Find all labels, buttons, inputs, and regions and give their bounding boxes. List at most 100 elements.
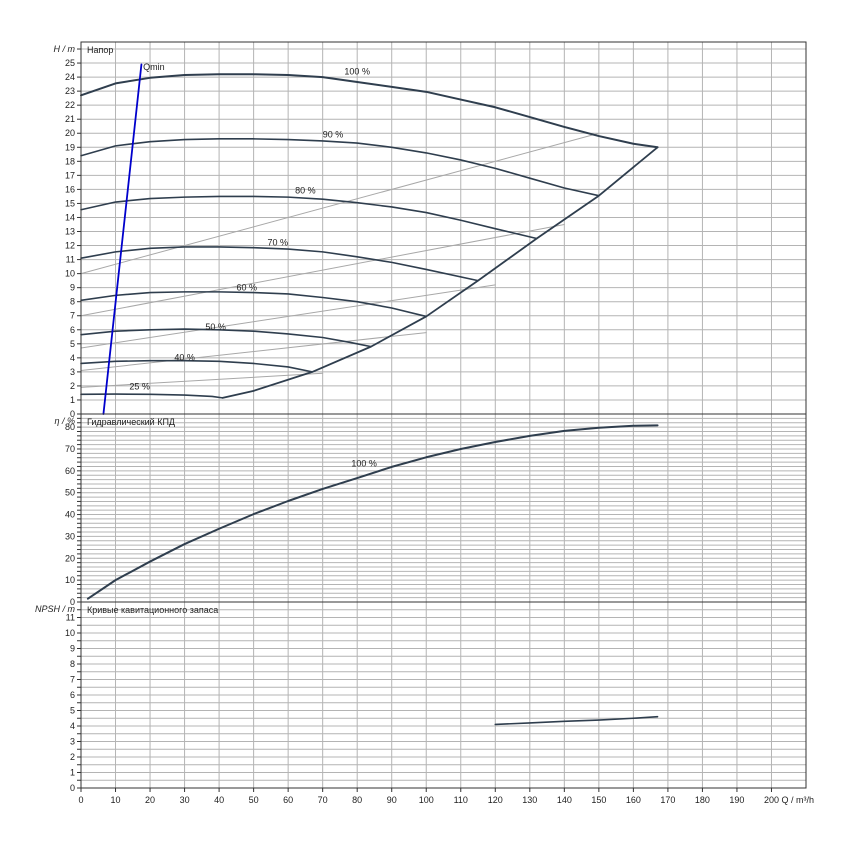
- head-series-line: [80, 246, 479, 282]
- npsh-y-axis-label: NPSH / m: [35, 604, 76, 614]
- head-y-tick-label: 1: [70, 395, 75, 405]
- x-tick-label: 0: [78, 795, 83, 805]
- head-series-label: 90 %: [323, 129, 344, 139]
- head-y-tick-label: 5: [70, 339, 75, 349]
- head-efficiency-guide-line: [80, 223, 565, 317]
- head-y-tick-label: 23: [65, 86, 75, 96]
- panel-frames: [80, 41, 807, 789]
- head-efficiency-guide-line: [80, 284, 496, 349]
- npsh-y-tick-label: 11: [66, 613, 75, 623]
- head-y-tick-label: 14: [65, 212, 75, 222]
- head-series-line: [80, 328, 372, 348]
- efficiency-y-axis-label: η / %: [54, 416, 75, 426]
- head-series-label: 100 %: [344, 66, 370, 76]
- head-y-tick-label: 18: [65, 156, 75, 166]
- head-series-line: [80, 291, 428, 318]
- head-series-line: [80, 73, 659, 149]
- x-tick-label: 30: [180, 795, 190, 805]
- head-y-tick-label: 17: [65, 170, 75, 180]
- head-y-tick-label: 24: [65, 72, 75, 82]
- efficiency-panel-frame: [80, 413, 807, 603]
- npsh-y-tick-label: 6: [70, 690, 75, 700]
- head-y-tick-label: 4: [70, 353, 75, 363]
- head-panel-title: Напор: [87, 45, 113, 55]
- x-tick-label: 180: [695, 795, 710, 805]
- efficiency-y-tick-label: 70: [65, 444, 75, 454]
- head-y-tick-label: 6: [70, 325, 75, 335]
- head-series-line: [80, 195, 538, 240]
- x-tick-label: 80: [352, 795, 362, 805]
- efficiency-panel-title: Гидравлический КПД: [87, 417, 175, 427]
- efficiency-y-tick-label: 0: [70, 597, 75, 607]
- efficiency-y-tick-label: 20: [65, 553, 75, 563]
- head-series-label: Qmin: [143, 62, 165, 72]
- npsh-y-tick-label: 4: [70, 721, 75, 731]
- head-efficiency-guide-line: [80, 332, 427, 371]
- x-tick-label: 140: [557, 795, 572, 805]
- head-series-label: 70 %: [268, 238, 289, 248]
- head-operating-limit-line: [221, 146, 659, 399]
- head-series-label: 25 %: [129, 381, 150, 391]
- x-tick-label: 40: [214, 795, 224, 805]
- npsh-y-tick-label: 9: [70, 644, 75, 654]
- head-efficiency-guide-line: [80, 132, 600, 275]
- efficiency-y-tick-label: 50: [65, 488, 75, 498]
- x-tick-label: 120: [488, 795, 503, 805]
- head-series-label: 80 %: [295, 186, 316, 196]
- npsh-y-tick-label: 5: [70, 706, 75, 716]
- npsh-y-tick-label: 3: [70, 737, 75, 747]
- x-axis-label: Q / m³/h: [781, 795, 814, 805]
- x-tick-label: 160: [626, 795, 641, 805]
- tick-labels: 0 10 20 30 40 50 60 70 80 90 100 110 120 130 140 150 160…: [35, 44, 814, 805]
- npsh-series-line: [494, 715, 659, 726]
- head-series-line: [80, 359, 314, 373]
- data-series: [80, 63, 659, 726]
- npsh-y-tick-label: 1: [70, 768, 75, 778]
- efficiency-y-tick-label: 30: [65, 531, 75, 541]
- head-series-label: 50 %: [205, 322, 226, 332]
- head-y-tick-label: 19: [65, 142, 75, 152]
- x-tick-label: 130: [522, 795, 537, 805]
- efficiency-y-tick-label: 40: [65, 510, 75, 520]
- npsh-y-tick-label: 2: [70, 752, 75, 762]
- head-series-label: 40 %: [174, 353, 195, 363]
- npsh-y-tick-label: 10: [65, 628, 75, 638]
- head-y-tick-label: 15: [65, 198, 75, 208]
- head-efficiency-guide-line: [80, 372, 324, 388]
- npsh-panel-title: Кривые кавитационного запаса: [87, 605, 218, 615]
- grid: [80, 42, 807, 789]
- efficiency-y-tick-label: 60: [65, 466, 75, 476]
- efficiency-y-tick-label: 80: [65, 422, 75, 432]
- head-y-tick-label: 16: [65, 184, 75, 194]
- head-y-tick-label: 8: [70, 297, 75, 307]
- x-tick-label: 90: [387, 795, 397, 805]
- x-tick-label: 20: [145, 795, 155, 805]
- head-y-tick-label: 21: [65, 114, 75, 124]
- head-qmin-line: [102, 63, 143, 415]
- head-series-line: [80, 138, 600, 197]
- head-y-tick-label: 9: [70, 283, 75, 293]
- head-y-tick-label: 12: [65, 241, 75, 251]
- head-y-tick-label: 22: [65, 100, 75, 110]
- head-y-tick-label: 25: [65, 58, 75, 68]
- x-tick-label: 190: [729, 795, 744, 805]
- efficiency-guide-lines: [80, 132, 600, 388]
- head-y-tick-label: 20: [65, 128, 75, 138]
- head-y-tick-label: 2: [70, 381, 75, 391]
- head-series-label: 60 %: [236, 282, 257, 292]
- head-y-tick-label: 13: [65, 227, 75, 237]
- npsh-y-tick-label: 7: [70, 675, 75, 685]
- x-tick-label: 170: [660, 795, 675, 805]
- x-tick-label: 150: [591, 795, 606, 805]
- panel-titles: Напор Гидравлический КПД Кривые кавитацион…: [87, 45, 218, 615]
- x-tick-label: 60: [283, 795, 293, 805]
- head-y-tick-label: 3: [70, 367, 75, 377]
- efficiency-y-tick-label: 10: [65, 575, 75, 585]
- head-series-line: [80, 393, 224, 399]
- x-tick-label: 110: [454, 795, 468, 805]
- head-y-axis-label: H / m: [54, 44, 76, 54]
- x-tick-label: 100: [419, 795, 434, 805]
- head-y-tick-label: 0: [70, 409, 75, 419]
- efficiency-series-line: [86, 424, 659, 600]
